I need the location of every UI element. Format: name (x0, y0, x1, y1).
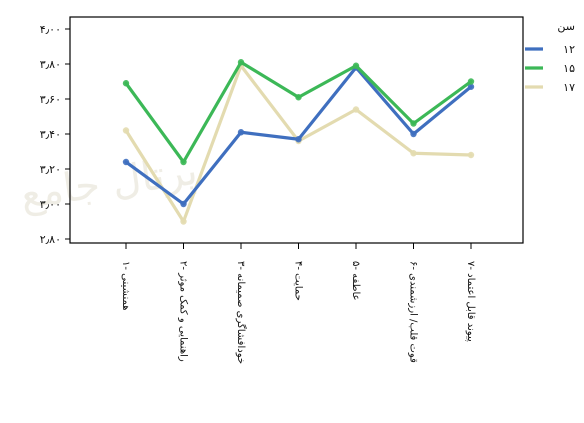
y-tick-label: ۳٫۲۰ (40, 163, 61, 176)
y-tick-label: ۳٫۸۰ (40, 58, 61, 71)
x-category-label: ۱- همنشینی (120, 261, 131, 311)
data-point (180, 218, 187, 225)
data-point (410, 130, 417, 138)
data-point (180, 158, 187, 166)
series-layer (122, 59, 475, 225)
y-tick-label: ۲٫۸۰ (40, 233, 61, 246)
data-point (410, 150, 417, 157)
series-line-1 (124, 60, 473, 164)
x-axis: ۱- همنشینی ۲- راهنمایی و کمک موثر ۳- خوداف… (120, 243, 476, 364)
data-point (467, 83, 475, 90)
legend-title: سن (557, 20, 575, 33)
y-tick-label: ۳٫۶۰ (40, 93, 61, 106)
data-point (467, 78, 475, 85)
data-point (410, 120, 417, 127)
y-tick-label: ۳٫۰۰ (40, 198, 61, 211)
data-point (295, 136, 302, 143)
data-point (122, 158, 130, 166)
data-point (467, 151, 475, 159)
legend-entry-label: ۱۵ (563, 62, 575, 75)
data-point (352, 62, 360, 69)
x-category-label: ۶- قوت قلب/ ارزشمندی (408, 261, 419, 363)
data-point (122, 80, 130, 87)
legend: سن ۱۲ ۱۵ ۱۷ (525, 20, 575, 94)
legend-entry-label: ۱۲ (563, 43, 575, 56)
x-category-label: ۵- عاطفه (350, 261, 361, 301)
plot-frame (69, 16, 524, 244)
data-point (295, 94, 302, 101)
data-point (237, 129, 245, 136)
x-category-label: ۷- پیوند قابل اعتماد (465, 261, 476, 342)
y-axis: ۲٫۸۰ ۳٫۰۰ ۳٫۲۰ ۳٫۴۰ ۳٫۶۰ ۳٫۸۰ ۴٫۰۰ (40, 23, 70, 246)
series-line-0 (124, 65, 473, 206)
legend-entry-label: ۱۷ (563, 81, 575, 94)
data-point (122, 127, 130, 134)
data-point (180, 200, 187, 208)
data-point (237, 59, 245, 66)
x-category-label: ۳- خودافشاگری صمیمانه (235, 261, 247, 364)
x-category-label: ۴- حمایت (293, 261, 304, 301)
y-tick-label: ۴٫۰۰ (40, 23, 61, 36)
data-point (352, 106, 360, 113)
x-category-label: ۲- راهنمایی و کمک موثر (178, 261, 189, 362)
y-tick-label: ۳٫۴۰ (40, 128, 61, 141)
